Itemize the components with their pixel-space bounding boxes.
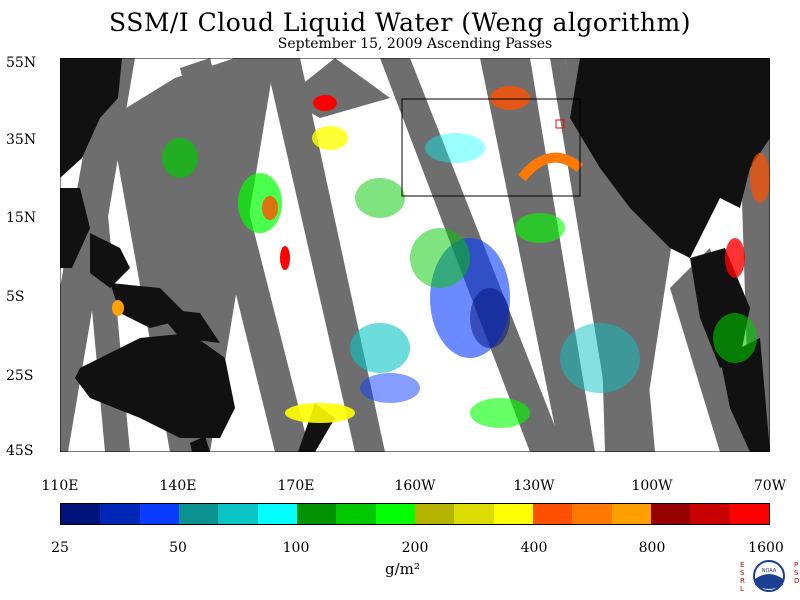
colorbar-swatch xyxy=(729,504,769,524)
colorbar-tick-label: 800 xyxy=(638,540,666,556)
colorbar-swatch xyxy=(296,504,337,524)
colorbar-swatch xyxy=(650,504,691,524)
colorbar-swatch xyxy=(611,504,651,524)
lat-label: 25S xyxy=(6,368,34,384)
lat-label: 35N xyxy=(6,132,37,148)
lon-label: 130W xyxy=(513,478,555,494)
map-title: SSM/I Cloud Liquid Water (Weng algorithm… xyxy=(109,8,691,37)
colorbar-swatch xyxy=(493,504,533,524)
colorbar-tick-label: 25 xyxy=(51,540,69,556)
colorbar-swatch xyxy=(178,504,219,524)
lon-label: 110E xyxy=(41,478,79,494)
colorbar-swatch xyxy=(375,504,415,524)
colorbar-swatch xyxy=(61,504,101,524)
region-box xyxy=(401,98,581,197)
lon-label: 160W xyxy=(394,478,436,494)
map-subtitle: September 15, 2009 Ascending Passes xyxy=(277,36,553,52)
colorbar-swatch xyxy=(532,504,573,524)
colorbar-units: g/m² xyxy=(385,560,420,578)
color-bar xyxy=(60,503,770,525)
lat-label: 5S xyxy=(6,289,25,305)
orange-arc xyxy=(518,152,584,182)
cloud-patches xyxy=(112,86,770,428)
lon-label: 140E xyxy=(159,478,197,494)
land-masses xyxy=(60,58,770,452)
colorbar-swatch xyxy=(336,504,376,524)
logo-wave xyxy=(755,574,783,589)
colorbar-tick-label: 100 xyxy=(282,540,310,556)
colorbar-swatch xyxy=(572,504,612,524)
colorbar-tick-label: 400 xyxy=(520,540,548,556)
colorbar-tick-label: 200 xyxy=(401,540,429,556)
lon-label: 70W xyxy=(753,478,787,494)
colorbar-tick-label: 1600 xyxy=(748,540,784,556)
colorbar-swatch xyxy=(257,504,297,524)
lat-label: 55N xyxy=(6,55,37,71)
lat-label: 15N xyxy=(6,210,37,226)
colorbar-swatch xyxy=(690,504,730,524)
lon-label: 100W xyxy=(631,478,673,494)
lon-label: 170E xyxy=(277,478,315,494)
colorbar-swatch xyxy=(414,504,455,524)
logo-center-text: NOAA xyxy=(762,568,777,574)
colorbar-tick-label: 50 xyxy=(169,540,187,556)
lat-label: 45S xyxy=(6,443,34,459)
colorbar-swatch xyxy=(454,504,494,524)
small-red-box xyxy=(555,119,565,129)
colorbar-swatch xyxy=(218,504,258,524)
colorbar-swatch xyxy=(100,504,140,524)
colorbar-swatch xyxy=(139,504,179,524)
cloud-water-map xyxy=(60,58,770,452)
